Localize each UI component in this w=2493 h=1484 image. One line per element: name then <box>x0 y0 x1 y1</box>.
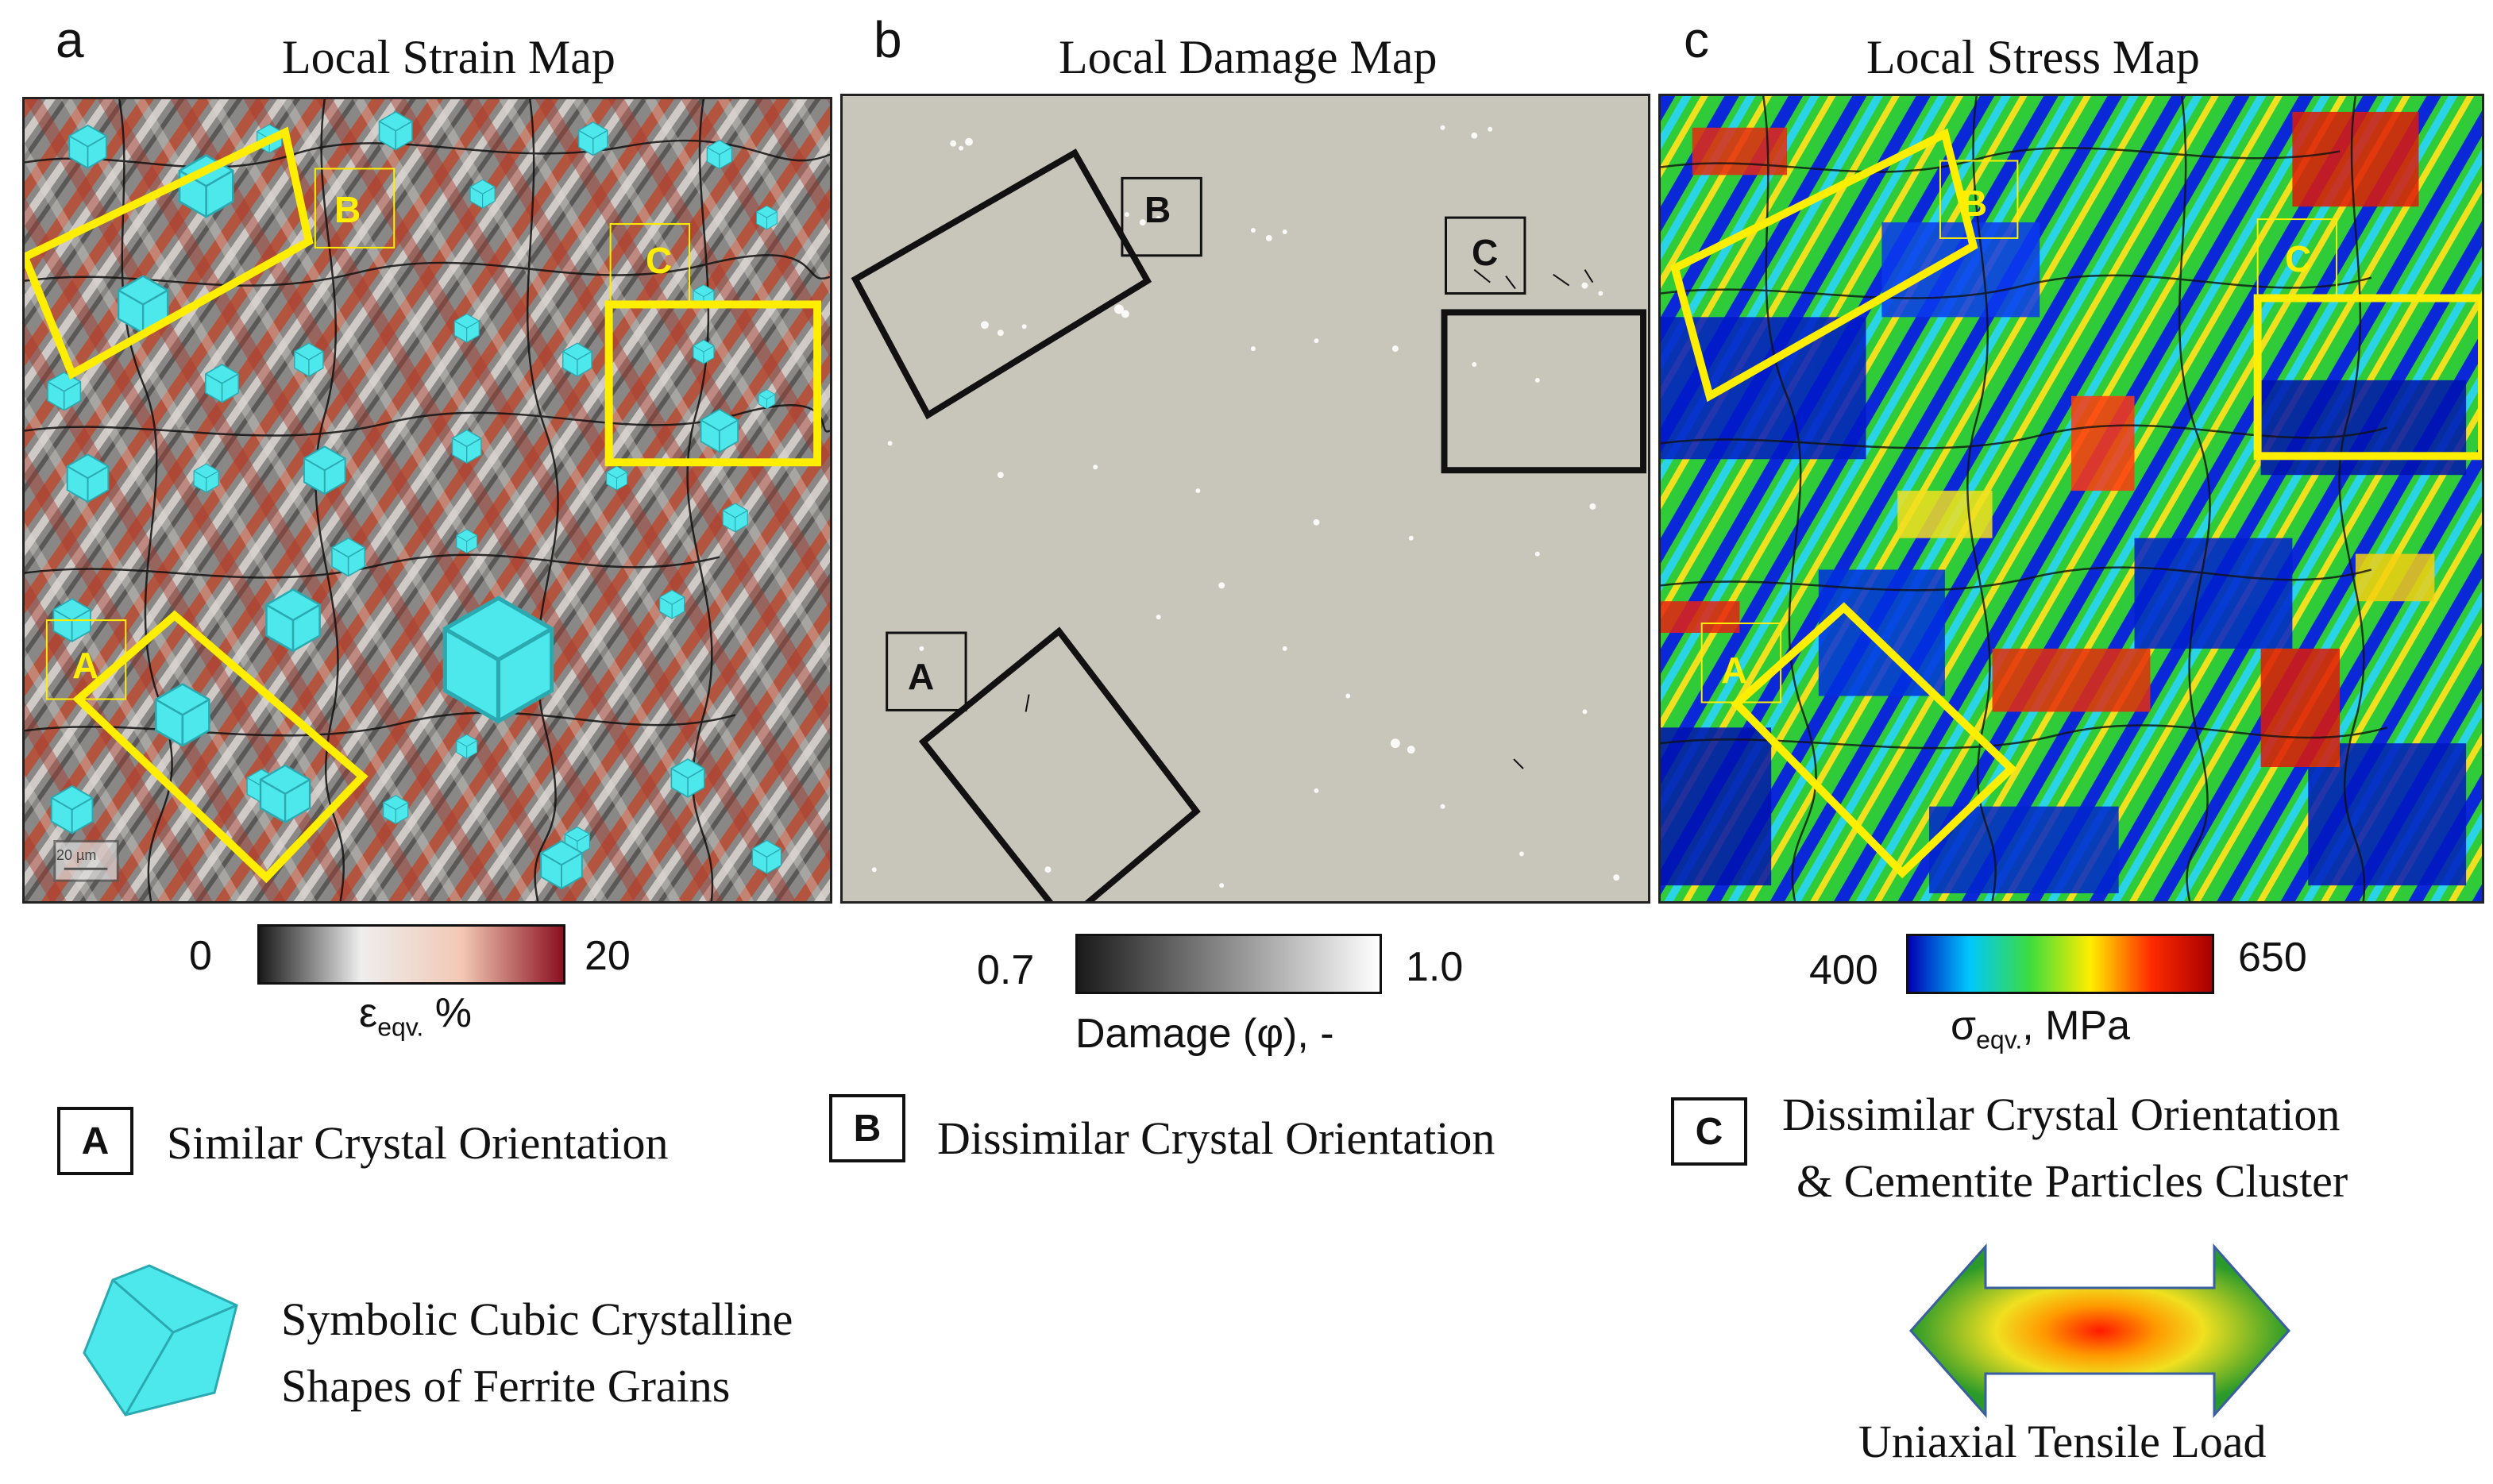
damage-cbar-label: Damage (φ), - <box>1075 1011 1334 1057</box>
damage-label-a: A <box>908 656 935 697</box>
panel-title-c: Local Stress Map <box>1866 31 2200 83</box>
strain-cbar-symbol: ε <box>359 990 378 1036</box>
ferrite-cube-icon <box>83 1264 238 1417</box>
stress-map: B C A <box>1658 94 2484 904</box>
strain-box-b-large <box>25 126 314 380</box>
stress-box-a-small <box>1700 623 1782 703</box>
legend-key-b: B <box>829 1094 905 1162</box>
strain-box-a-small <box>45 619 127 700</box>
strain-cbar-unit: % <box>434 990 472 1036</box>
stress-box-a-large <box>1731 602 2017 879</box>
panel-letter-b: b <box>874 11 902 68</box>
stress-cbar-sub: eqv. <box>1976 1025 2023 1054</box>
legend-key-c: C <box>1671 1097 1747 1166</box>
stress-colorbar <box>1906 934 2214 994</box>
damage-box-b-small <box>1121 176 1202 257</box>
stress-label-c: C <box>2285 238 2312 279</box>
damage-label-b: B <box>1144 189 1171 230</box>
legend-text-c-line1: Dissimilar Crystal Orientation <box>1782 1089 2341 1140</box>
stress-cbar-symbol: σ <box>1951 1003 1977 1049</box>
damage-colorbar <box>1075 934 1382 994</box>
damage-label-c: C <box>1472 232 1499 273</box>
scale-bar-text: 20 µm <box>56 847 97 863</box>
strain-label-c: C <box>646 240 673 281</box>
damage-box-c-large <box>1441 309 1647 474</box>
strain-box-a-large <box>72 610 369 884</box>
panel-title-b: Local Damage Map <box>1059 31 1438 83</box>
strain-label-a: A <box>72 645 99 686</box>
strain-map-svg <box>25 99 830 901</box>
stress-cbar-unit: , MPa <box>2022 1003 2131 1049</box>
tensile-load-arrow-icon <box>1909 1243 2290 1418</box>
panel-title-a: Local Strain Map <box>282 31 616 83</box>
damage-box-a-large <box>918 626 1201 901</box>
stress-label-b: B <box>1961 183 1988 224</box>
stress-cbar-max: 650 <box>2238 935 2307 981</box>
strain-cbar-min: 0 <box>189 933 212 979</box>
scale-bar <box>53 839 119 882</box>
stress-label-a: A <box>1721 649 1748 691</box>
damage-box-a-small <box>886 631 967 711</box>
strain-map: 20 µm B C A <box>22 97 832 904</box>
damage-cbar-max: 1.0 <box>1406 944 1464 990</box>
stress-box-b-small <box>1939 160 2019 239</box>
stress-map-svg <box>1661 96 2482 901</box>
damage-map: B C A <box>840 94 1650 904</box>
strain-label-b: B <box>334 189 361 230</box>
strain-box-b-small <box>314 168 396 249</box>
stress-box-b-large <box>1670 128 1978 403</box>
damage-map-svg <box>851 125 1647 901</box>
panel-letter-c: c <box>1684 11 1709 68</box>
strain-box-c-large <box>604 300 822 467</box>
strain-cbar-label: εeqv. % <box>359 993 472 1039</box>
strain-cbar-sub: eqv. <box>377 1012 424 1042</box>
strain-cbar-max: 20 <box>585 933 631 979</box>
strain-colorbar <box>257 924 565 985</box>
legend-text-a: Similar Crystal Orientation <box>167 1117 669 1169</box>
cube-legend-line1: Symbolic Cubic Crystalline <box>281 1293 793 1345</box>
stress-cbar-min: 400 <box>1809 947 1878 993</box>
stress-box-c-large <box>2253 294 2482 461</box>
panel-letter-a: a <box>56 11 84 68</box>
load-label: Uniaxial Tensile Load <box>1858 1416 2267 1467</box>
damage-cbar-min: 0.7 <box>977 947 1035 993</box>
legend-text-c-line2: & Cementite Particles Cluster <box>1796 1155 2348 1207</box>
legend-text-b: Dissimilar Crystal Orientation <box>937 1112 1495 1164</box>
stress-cbar-label: σeqv., MPa <box>1951 1005 2130 1052</box>
damage-box-b-large <box>851 148 1152 420</box>
legend-key-a: A <box>57 1107 133 1175</box>
damage-box-c-small <box>1445 216 1526 295</box>
cube-legend-line2: Shapes of Ferrite Grains <box>281 1360 731 1412</box>
